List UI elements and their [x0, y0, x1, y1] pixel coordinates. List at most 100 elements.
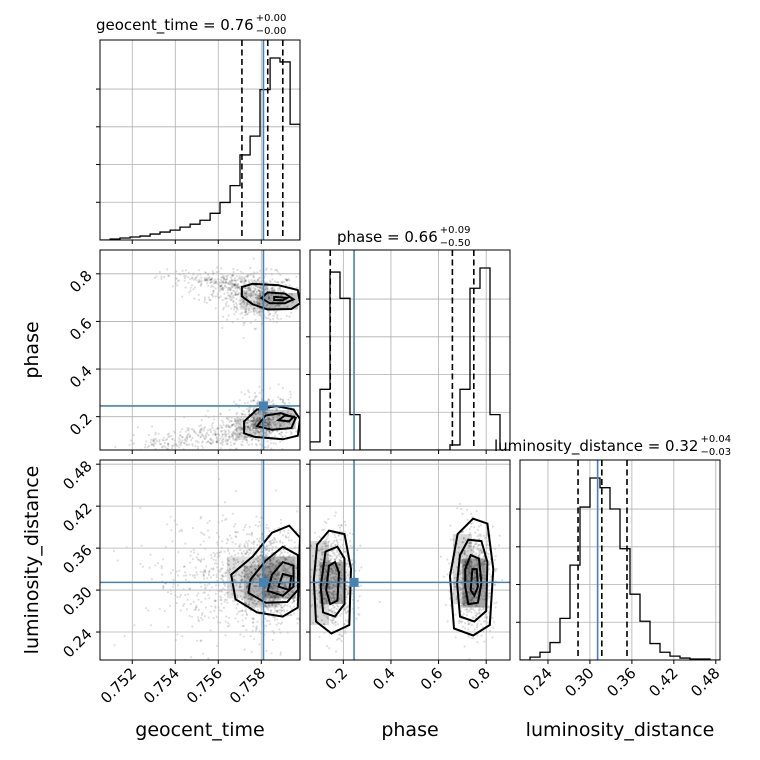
sample-point	[152, 443, 156, 446]
sample-point	[252, 598, 255, 601]
sample-point	[471, 551, 474, 554]
sample-point	[244, 279, 247, 282]
sample-point	[241, 572, 244, 575]
sample-point	[467, 579, 470, 583]
sample-point	[268, 567, 271, 570]
sample-point	[230, 278, 233, 281]
sample-point	[238, 286, 241, 289]
sample-point	[292, 597, 295, 600]
sample-point	[289, 430, 292, 433]
sample-point	[282, 534, 285, 537]
sample-point	[227, 585, 230, 588]
sample-point	[234, 562, 237, 565]
contour-line	[255, 412, 298, 431]
sample-point	[155, 437, 158, 441]
sample-point	[329, 618, 332, 621]
sample-point	[214, 433, 217, 437]
sample-point	[324, 597, 327, 601]
sample-point	[268, 571, 271, 574]
sample-point	[245, 302, 248, 305]
sample-point	[271, 539, 275, 542]
sample-point	[225, 425, 228, 428]
sample-point	[268, 423, 271, 426]
sample-point	[483, 598, 486, 601]
histogram-luminosity_distance	[520, 477, 720, 660]
sample-point	[231, 282, 234, 285]
sample-point	[213, 280, 216, 283]
sample-point	[315, 603, 318, 606]
sample-point	[266, 303, 269, 306]
sample-point	[360, 566, 363, 569]
sample-point	[257, 297, 260, 300]
sample-point	[226, 601, 229, 604]
sample-point	[246, 401, 249, 404]
sample-point	[244, 567, 247, 570]
sample-point	[276, 281, 279, 284]
sample-point	[248, 597, 252, 600]
sample-point	[254, 427, 257, 430]
sample-point	[198, 280, 201, 283]
sample-point	[234, 283, 237, 287]
sample-point	[200, 558, 203, 561]
sample-point	[238, 435, 241, 438]
sample-point	[281, 400, 284, 403]
sample-point	[279, 550, 282, 553]
sample-point	[277, 562, 280, 565]
sample-point	[459, 598, 463, 601]
sample-point	[263, 568, 266, 571]
sample-point	[226, 318, 229, 321]
sample-point	[215, 644, 219, 647]
sample-point	[272, 563, 275, 566]
sample-point	[224, 281, 227, 284]
sample-point	[286, 558, 289, 561]
sample-point	[218, 282, 221, 285]
contour-line	[464, 553, 483, 606]
sample-point	[246, 303, 249, 306]
sample-point	[252, 425, 255, 428]
sample-point	[272, 442, 275, 445]
sample-point	[237, 552, 240, 555]
sample-point	[175, 602, 178, 605]
sample-point	[347, 591, 350, 594]
sample-point	[198, 425, 201, 428]
sample-point	[266, 566, 269, 569]
sample-point	[207, 277, 210, 280]
sample-point	[235, 434, 239, 437]
sample-point	[214, 433, 217, 437]
sample-point	[256, 300, 259, 303]
truth-marker	[258, 401, 268, 411]
sample-point	[264, 419, 267, 422]
sample-point	[285, 569, 288, 572]
sample-point	[113, 644, 116, 647]
sample-point	[305, 576, 307, 578]
sample-point	[270, 425, 273, 429]
sample-point	[274, 539, 277, 542]
sample-point	[256, 585, 259, 588]
sample-point	[241, 316, 244, 319]
sample-point	[338, 633, 341, 637]
sample-point	[172, 585, 175, 588]
sample-point	[273, 607, 276, 610]
sample-point	[246, 274, 249, 277]
sample-point	[271, 403, 275, 406]
sample-point	[479, 533, 482, 537]
sample-point	[196, 573, 199, 576]
sample-point	[286, 569, 289, 572]
sample-point	[286, 567, 289, 571]
sample-point	[250, 563, 253, 566]
sample-point	[273, 536, 276, 539]
sample-point	[214, 606, 217, 609]
sample-point	[230, 298, 233, 301]
sample-point	[149, 624, 152, 627]
sample-point	[250, 571, 253, 575]
sample-point	[251, 420, 254, 423]
sample-point	[189, 278, 192, 281]
sample-point	[279, 653, 282, 656]
sample-point	[473, 545, 476, 548]
sample-point	[203, 437, 206, 440]
sample-point	[271, 545, 274, 549]
sample-point	[473, 573, 476, 577]
sample-point	[244, 311, 247, 314]
sample-point	[242, 550, 245, 553]
sample-point	[245, 291, 248, 294]
